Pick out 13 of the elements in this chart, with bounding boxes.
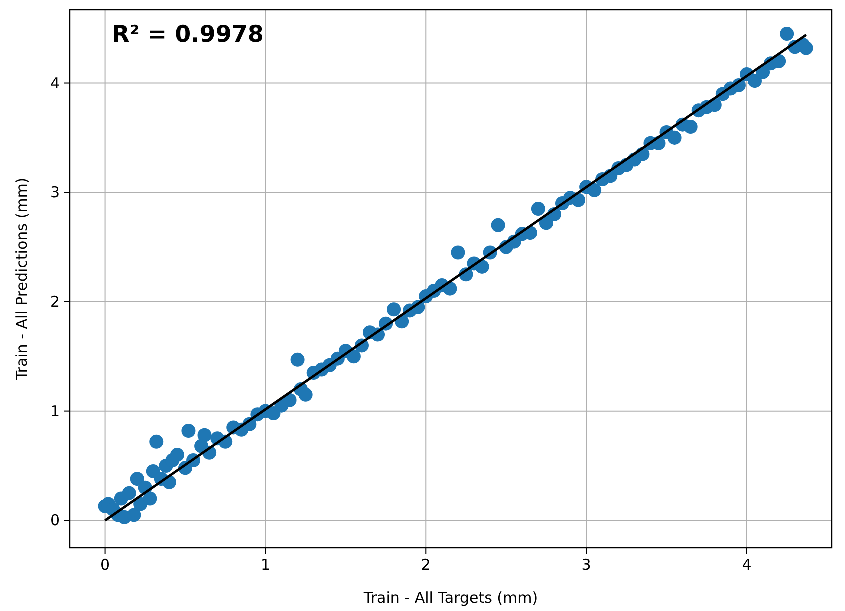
x-tick-label: 1 [260,556,270,574]
y-axis-title: Train - All Predictions (mm) [13,178,31,382]
y-tick-label: 3 [50,184,60,202]
x-tick-label: 0 [100,556,110,574]
y-tick-label: 1 [50,402,60,420]
x-tick-label: 4 [742,556,752,574]
annotation: R² = 0.9978 [112,22,264,48]
y-tick-label: 4 [50,74,60,92]
x-axis-title: Train - All Targets (mm) [362,589,538,607]
x-tick-label: 2 [421,556,431,574]
y-tick-label: 0 [50,512,60,530]
y-tick-label: 2 [50,292,60,311]
x-tick-label: 3 [582,556,592,574]
